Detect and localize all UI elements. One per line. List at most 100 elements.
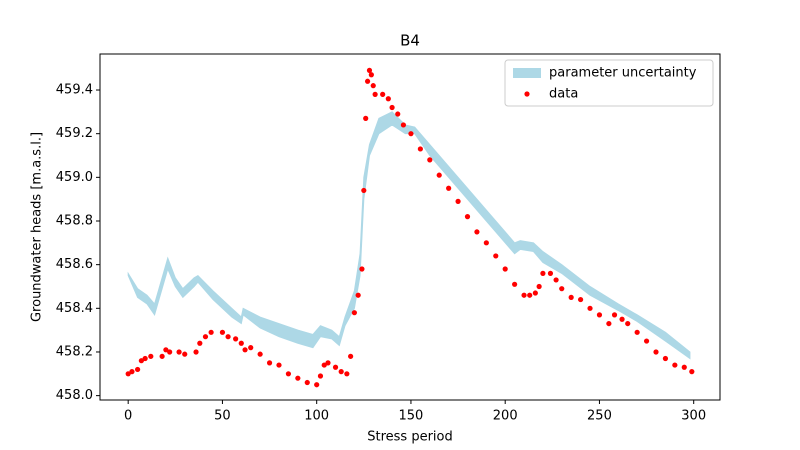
data-point	[455, 198, 461, 204]
data-point	[380, 91, 386, 97]
data-point	[474, 229, 480, 235]
plot-frame	[99, 53, 721, 401]
data-point	[248, 345, 254, 351]
data-point	[125, 371, 131, 377]
data-point	[182, 351, 188, 357]
y-tick-label: 459.4	[56, 83, 93, 98]
data-point	[527, 292, 533, 298]
data-point	[138, 358, 144, 364]
data-point	[233, 336, 239, 342]
x-axis-label: Stress period	[367, 430, 453, 445]
uncertainty-band	[127, 111, 691, 360]
data-point	[355, 292, 361, 298]
data-point	[348, 353, 354, 359]
data-point	[325, 360, 331, 366]
legend-swatch	[513, 68, 541, 78]
data-point	[596, 312, 603, 318]
data-point	[242, 347, 248, 353]
data-point	[553, 277, 559, 283]
data-point	[568, 294, 574, 301]
data-point	[167, 349, 173, 355]
data-point	[304, 379, 310, 386]
data-point	[417, 146, 423, 152]
y-tick-label: 458.8	[56, 213, 93, 228]
data-point	[493, 253, 499, 259]
data-point	[359, 266, 365, 272]
x-tick-label: 250	[587, 409, 612, 424]
data-point	[540, 270, 546, 276]
y-tick-label: 458.0	[56, 388, 93, 403]
data-point	[295, 375, 301, 381]
data-point	[577, 296, 584, 303]
data-point	[619, 316, 625, 322]
data-point	[208, 329, 214, 335]
data-point	[400, 122, 407, 128]
data-point	[464, 214, 471, 220]
x-tick-label: 100	[304, 409, 329, 424]
y-tick-label: 458.4	[56, 301, 93, 316]
x-tick-label: 300	[681, 409, 706, 424]
data-point	[176, 349, 182, 355]
data-point	[135, 366, 141, 373]
y-tick-label: 458.6	[56, 257, 93, 272]
data-point	[372, 91, 378, 97]
legend-label: parameter uncertainty	[549, 66, 697, 81]
data-point	[193, 349, 199, 355]
y-axis-label: Groundwater heads [m.a.s.l.]	[30, 132, 45, 322]
data-point	[689, 369, 695, 375]
data-point	[266, 360, 273, 366]
data-point	[625, 320, 631, 327]
legend-box	[504, 59, 714, 107]
legend-label: data	[549, 87, 578, 102]
legend-marker	[524, 91, 530, 97]
data-point	[427, 157, 433, 163]
data-point	[634, 329, 640, 335]
data-point	[408, 131, 414, 137]
data-point	[502, 266, 508, 272]
y-tick-label: 458.2	[56, 344, 93, 359]
data-point	[389, 104, 395, 111]
data-point	[163, 347, 169, 353]
data-point	[385, 96, 391, 102]
data-point	[344, 371, 350, 377]
data-point	[436, 172, 442, 178]
data-point	[587, 305, 593, 311]
data-point	[559, 286, 565, 292]
data-point	[606, 320, 612, 327]
chart-title: B4	[400, 32, 420, 50]
data-point	[395, 111, 401, 117]
data-point	[681, 364, 687, 370]
data-point	[370, 83, 376, 89]
data-point	[483, 240, 489, 246]
data-point	[219, 329, 226, 335]
data-point	[202, 334, 209, 340]
data-point	[338, 369, 344, 375]
data-point	[512, 281, 518, 287]
data-point	[536, 283, 542, 290]
data-point	[521, 292, 527, 298]
x-tick-label: 0	[124, 409, 132, 424]
x-tick-label: 150	[399, 409, 424, 424]
data-point	[672, 362, 678, 368]
data-point	[547, 270, 554, 276]
data-point	[314, 382, 320, 388]
data-point	[197, 340, 203, 346]
data-point	[361, 187, 367, 194]
data-point	[364, 78, 371, 84]
x-tick-label: 200	[493, 409, 518, 424]
data-point	[142, 355, 148, 362]
data-point	[446, 185, 452, 191]
data-point	[285, 371, 292, 377]
data-point	[148, 353, 154, 359]
data-point	[159, 353, 165, 359]
data-point	[321, 362, 327, 368]
data-point	[643, 338, 650, 344]
data-point	[611, 312, 618, 318]
data-point	[332, 364, 339, 370]
data-point	[238, 340, 244, 346]
y-tick-label: 459.0	[56, 170, 93, 185]
data-point	[129, 369, 135, 375]
data-point	[257, 351, 263, 357]
data-point	[363, 115, 369, 121]
data-point	[368, 72, 374, 78]
